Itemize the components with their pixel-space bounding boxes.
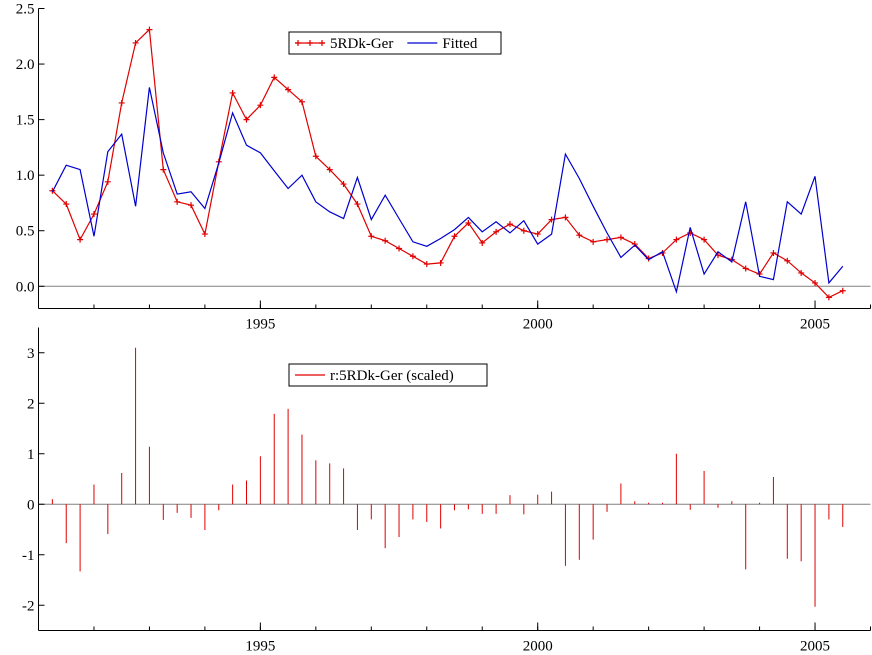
data-point-marker [409, 253, 416, 260]
data-point-marker [298, 98, 305, 105]
data-point-marker [354, 201, 361, 208]
legend-box [288, 363, 488, 387]
data-point-marker [506, 221, 513, 228]
legend-marker [295, 40, 301, 46]
data-point-marker [590, 238, 597, 245]
data-point-marker [188, 202, 195, 209]
data-point-marker [312, 153, 319, 160]
data-point-marker [701, 236, 708, 243]
data-point-marker [340, 181, 347, 188]
data-point-marker [90, 211, 97, 218]
y-tick-label: 1 [27, 447, 35, 463]
legend-box [288, 31, 502, 55]
series-line-0 [51, 28, 844, 299]
x-tick-label: 2005 [800, 317, 830, 333]
data-point-marker [63, 201, 70, 208]
data-point-marker [839, 287, 846, 294]
y-tick-label: 0.5 [16, 224, 35, 240]
legend: r:5RDk-Ger (scaled) [288, 363, 488, 387]
x-tick-label: 2000 [523, 639, 553, 655]
data-point-marker [604, 236, 611, 243]
y-tick-label: 2 [27, 396, 35, 412]
legend-marker [319, 40, 325, 46]
data-point-marker [825, 294, 832, 301]
data-point-marker [798, 269, 805, 276]
y-tick-label: 1.0 [16, 168, 35, 184]
data-point-marker [631, 241, 638, 248]
data-point-marker [396, 245, 403, 252]
data-point-marker [784, 257, 791, 264]
data-point-marker [118, 99, 125, 106]
data-point-marker [576, 232, 583, 239]
data-point-marker [146, 26, 153, 33]
data-point-marker [673, 236, 680, 243]
y-tick-label: 1.5 [16, 113, 35, 129]
data-point-marker [770, 249, 777, 256]
x-tick-label: 1995 [245, 639, 275, 655]
data-point-marker [257, 102, 264, 109]
data-point-marker [465, 219, 472, 226]
data-point-marker [229, 89, 236, 96]
data-point-marker [520, 227, 527, 234]
data-point-marker [493, 228, 500, 235]
data-point-marker [812, 279, 819, 286]
x-tick-label: 1995 [245, 317, 275, 333]
y-tick-label: 2.0 [16, 57, 35, 73]
data-point-marker [174, 198, 181, 205]
data-point-marker [160, 166, 167, 173]
series-line-1 [51, 87, 844, 295]
legend: 5RDk-Ger Fitted [288, 31, 502, 55]
data-point-marker [368, 233, 375, 240]
data-point-marker [243, 116, 250, 123]
data-point-marker [451, 233, 458, 240]
data-point-marker [104, 178, 111, 185]
y-tick-label: -1 [22, 548, 35, 564]
data-point-marker [479, 239, 486, 246]
data-point-marker [742, 265, 749, 272]
legend-label: r:5RDk-Ger (scaled) [330, 368, 454, 384]
data-point-marker [617, 234, 624, 241]
data-point-marker [326, 166, 333, 173]
data-point-marker [437, 259, 444, 266]
data-point-marker [423, 261, 430, 268]
data-point-marker [382, 237, 389, 244]
y-tick-label: 0.0 [16, 279, 35, 295]
legend-label: Fitted [442, 36, 478, 52]
data-point-marker [77, 236, 84, 243]
data-point-marker [132, 39, 139, 46]
x-tick-label: 2005 [800, 639, 830, 655]
data-point-marker [534, 231, 541, 238]
data-point-marker [562, 214, 569, 221]
y-tick-label: 3 [27, 346, 35, 362]
data-point-marker [201, 231, 208, 238]
chart-bottom-panel: -2 -1 0 1 2 3 1995 2000 2005 r:5RDk-Ger (scaled) [22, 327, 871, 655]
chart-top-panel: 0.0 0.5 1.0 1.5 2.0 2.5 1995 2000 2005 5RDk-Ger Fi… [16, 2, 871, 333]
legend-marker [307, 40, 313, 46]
data-point-marker [271, 74, 278, 81]
legend-label: 5RDk-Ger [330, 36, 393, 52]
y-tick-label: 0 [27, 497, 35, 513]
data-point-marker [285, 86, 292, 93]
y-tick-label: -2 [22, 598, 35, 614]
y-tick-label: 2.5 [16, 2, 35, 18]
x-tick-label: 2000 [523, 317, 553, 333]
